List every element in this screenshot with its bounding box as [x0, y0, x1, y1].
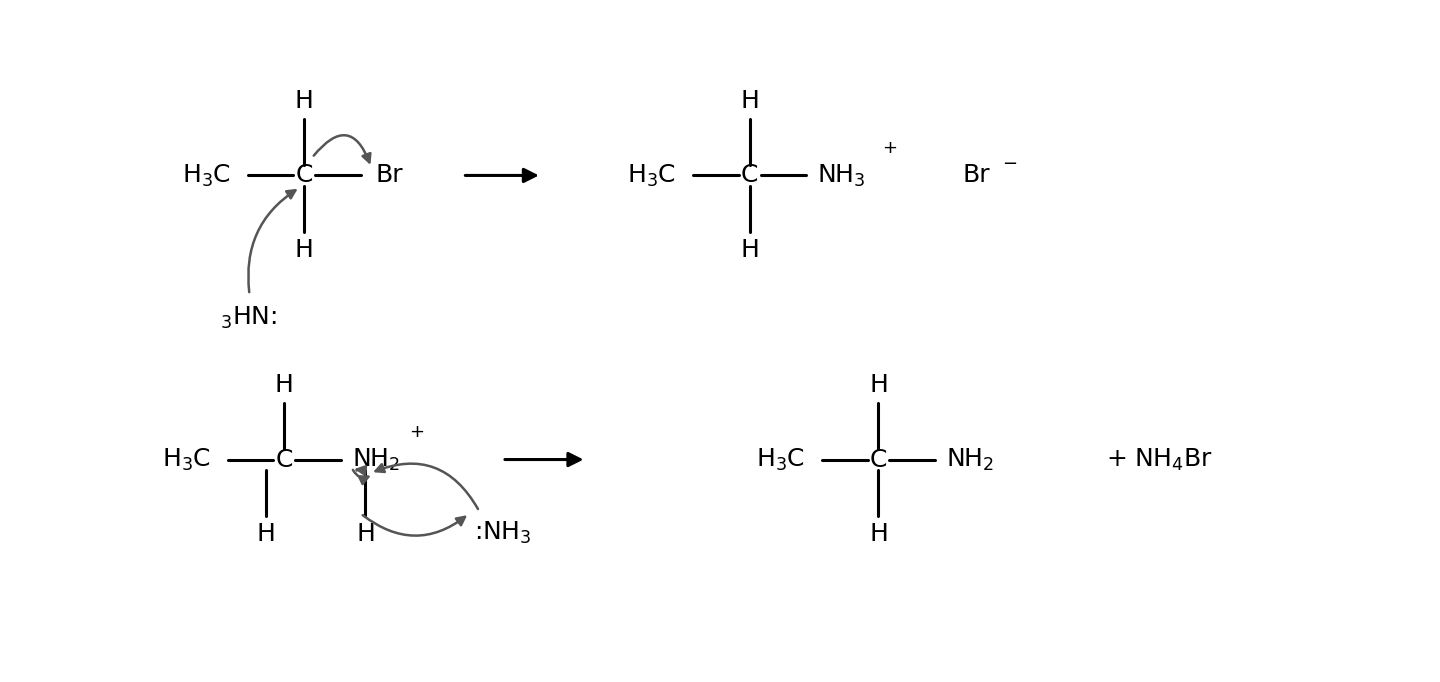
Text: +: + [883, 139, 897, 157]
Text: :NH$_3$: :NH$_3$ [474, 520, 531, 546]
Text: H: H [740, 89, 759, 113]
Text: H$_3$C: H$_3$C [756, 447, 805, 473]
Text: H: H [256, 522, 276, 546]
Text: H: H [868, 522, 888, 546]
Text: H: H [740, 238, 759, 262]
Text: NH$_2$: NH$_2$ [946, 447, 994, 473]
Text: H: H [275, 373, 294, 397]
Text: NH$_2$: NH$_2$ [351, 447, 400, 473]
Text: −: − [1002, 155, 1018, 173]
Text: C: C [742, 164, 759, 188]
Text: C: C [275, 447, 292, 471]
Text: Br: Br [376, 164, 403, 188]
Text: H: H [295, 89, 314, 113]
Text: $_3$HN:: $_3$HN: [220, 304, 276, 331]
Text: H$_3$C: H$_3$C [628, 162, 677, 188]
Text: NH$_3$: NH$_3$ [816, 162, 865, 188]
Text: Br: Br [962, 164, 991, 188]
Text: C: C [295, 164, 312, 188]
Text: H: H [356, 522, 374, 546]
Text: H: H [295, 238, 314, 262]
Text: H: H [868, 373, 888, 397]
Text: C: C [870, 447, 887, 471]
Text: +: + [409, 423, 423, 441]
Text: + NH$_4$Br: + NH$_4$Br [1106, 447, 1214, 473]
Text: H$_3$C: H$_3$C [181, 162, 230, 188]
Text: H$_3$C: H$_3$C [163, 447, 210, 473]
